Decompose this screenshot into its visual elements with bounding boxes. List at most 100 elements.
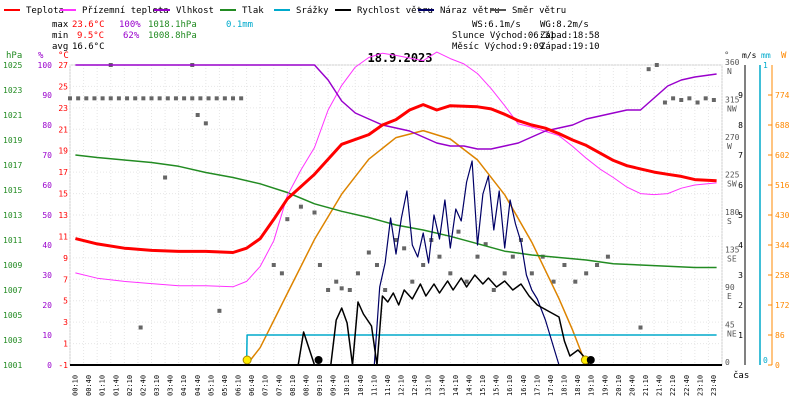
degc-tick: 9 [63, 254, 68, 263]
x-tick: 18:40 [574, 375, 582, 396]
dir-tick: 270 [725, 133, 740, 142]
wind-dir-point [100, 96, 105, 101]
legend-label-0: Teplota [26, 6, 64, 16]
x-tick: 21:40 [656, 375, 664, 396]
x-tick: 01:10 [99, 375, 107, 396]
x-tick: 16:10 [506, 375, 514, 396]
degc-axis-label: °C [58, 51, 69, 61]
ms-tick: 5 [738, 211, 743, 220]
wind-dir-point [605, 254, 610, 259]
x-tick: 06:40 [248, 375, 256, 396]
x-tick: 21:10 [642, 375, 650, 396]
x-tick: 16:40 [520, 375, 528, 396]
w-tick: 688 [775, 121, 790, 130]
wind-dir-point [662, 100, 667, 105]
chart-title: 18.9.2023 [367, 51, 432, 65]
wind-dir-point [334, 279, 339, 284]
stats-avg-label: avg [52, 42, 68, 52]
x-tick: 08:10 [289, 375, 297, 396]
x-tick: 13:40 [438, 375, 446, 396]
hpa-tick: 1007 [3, 286, 22, 295]
w-tick: 86 [775, 331, 785, 340]
wind-dir-point [687, 96, 692, 101]
degc-tick: 11 [58, 232, 68, 241]
series-wind-speed [75, 274, 717, 366]
dir-tick-compass: E [727, 292, 732, 301]
x-tick: 17:10 [533, 375, 541, 396]
wind-dir-point [483, 242, 488, 247]
wind-dir-point [138, 325, 143, 330]
x-tick: 08:40 [302, 375, 310, 396]
legend-label-6: Náraz větru [440, 6, 500, 16]
series-wind-gust [75, 160, 717, 366]
x-tick: 09:40 [330, 375, 338, 396]
x-tick: 09:10 [316, 375, 324, 396]
degc-tick: 15 [58, 190, 68, 199]
moon-marker [586, 356, 595, 364]
wind-dir-point [510, 254, 515, 259]
x-tick: 19:40 [601, 375, 609, 396]
stats-max-label: max [52, 20, 69, 30]
ms-tick: 2 [738, 301, 743, 310]
wind-dir-point [347, 288, 352, 292]
pct-tick: 90 [42, 91, 52, 100]
hpa-tick: 1017 [3, 161, 22, 170]
wind-dir-point [195, 113, 200, 117]
degc-tick: 19 [58, 147, 68, 156]
x-tick: 19:10 [588, 375, 596, 396]
mm-tick: 1 [763, 61, 768, 70]
pct-tick: 50 [42, 211, 52, 220]
hpa-tick: 1005 [3, 311, 22, 320]
series-ground-temp [75, 51, 717, 288]
wind-dir-point [529, 271, 534, 276]
hpa-tick: 1019 [3, 136, 22, 145]
wind-dir-point [383, 288, 388, 292]
x-tick: 11:40 [384, 375, 392, 396]
ms-tick: 3 [738, 271, 743, 280]
x-tick: 23:40 [710, 375, 718, 396]
x-tick: 13:10 [425, 375, 433, 396]
pct-tick: 70 [42, 151, 52, 160]
x-tick: 00:40 [85, 375, 93, 396]
x-tick: 04:10 [180, 375, 188, 396]
degc-tick: 21 [58, 125, 68, 134]
stats-min-hum: 62% [123, 31, 140, 41]
moon-marker [314, 356, 323, 364]
info-block: WS:6.1m/s WG:8.2m/s Slunce Východ:06:31 … [452, 20, 600, 52]
degc-tick: 3 [63, 318, 68, 327]
wind-dir-point [149, 96, 154, 101]
pct-tick: 60 [42, 181, 52, 190]
wind-dir-point [410, 279, 415, 284]
degc-tick: 7 [63, 275, 68, 284]
ms-tick: 8 [738, 121, 743, 130]
dir-tick-compass: SW [727, 180, 737, 189]
legend-label-5: Rychlost větru [357, 6, 433, 16]
dir-tick: 360 [725, 58, 740, 67]
x-tick: 03:10 [153, 375, 161, 396]
dir-tick: 225 [725, 171, 740, 180]
degc-tick: 5 [63, 297, 68, 306]
wind-dir-point [141, 96, 146, 101]
ms-tick: 6 [738, 181, 743, 190]
mm-axis-label: mm [761, 51, 771, 60]
series-humidity [75, 64, 717, 150]
pct-tick: 20 [42, 301, 52, 310]
dir-tick: 0 [725, 358, 730, 367]
wind-dir-point [222, 96, 227, 101]
x-tick: 20:10 [615, 375, 623, 396]
legend-label-7: Směr větru [512, 6, 566, 16]
wind-dir-point [173, 96, 178, 101]
wind-dir-point [671, 96, 676, 101]
stats-max-press: 1018.1hPa [148, 20, 197, 30]
grid [69, 64, 723, 366]
dir-tick-compass: S [727, 217, 732, 226]
dir-tick: 180 [725, 208, 740, 217]
dir-tick: 315 [725, 96, 740, 105]
pct-axis-label: % [38, 51, 44, 61]
x-tick: 17:40 [547, 375, 555, 396]
series-layer [68, 51, 722, 366]
info-ws: WS:6.1m/s [472, 20, 521, 30]
x-tick: 00:10 [72, 375, 80, 396]
w-tick: 172 [775, 301, 790, 310]
series-temperature [75, 103, 717, 254]
